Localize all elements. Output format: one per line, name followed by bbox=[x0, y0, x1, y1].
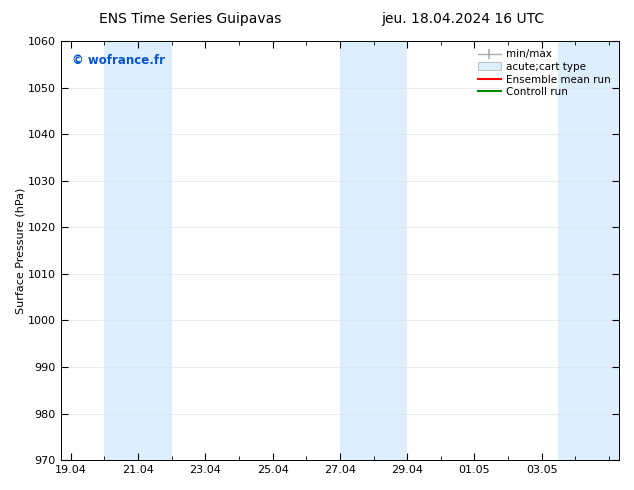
Bar bbox=[559, 41, 626, 460]
Y-axis label: Surface Pressure (hPa): Surface Pressure (hPa) bbox=[15, 187, 25, 314]
Text: © wofrance.fr: © wofrance.fr bbox=[72, 53, 165, 67]
Text: jeu. 18.04.2024 16 UTC: jeu. 18.04.2024 16 UTC bbox=[381, 12, 545, 26]
Legend: min/max, acute;cart type, Ensemble mean run, Controll run: min/max, acute;cart type, Ensemble mean … bbox=[475, 46, 614, 100]
Bar bbox=[105, 41, 172, 460]
Bar bbox=[340, 41, 407, 460]
Text: ENS Time Series Guipavas: ENS Time Series Guipavas bbox=[99, 12, 281, 26]
